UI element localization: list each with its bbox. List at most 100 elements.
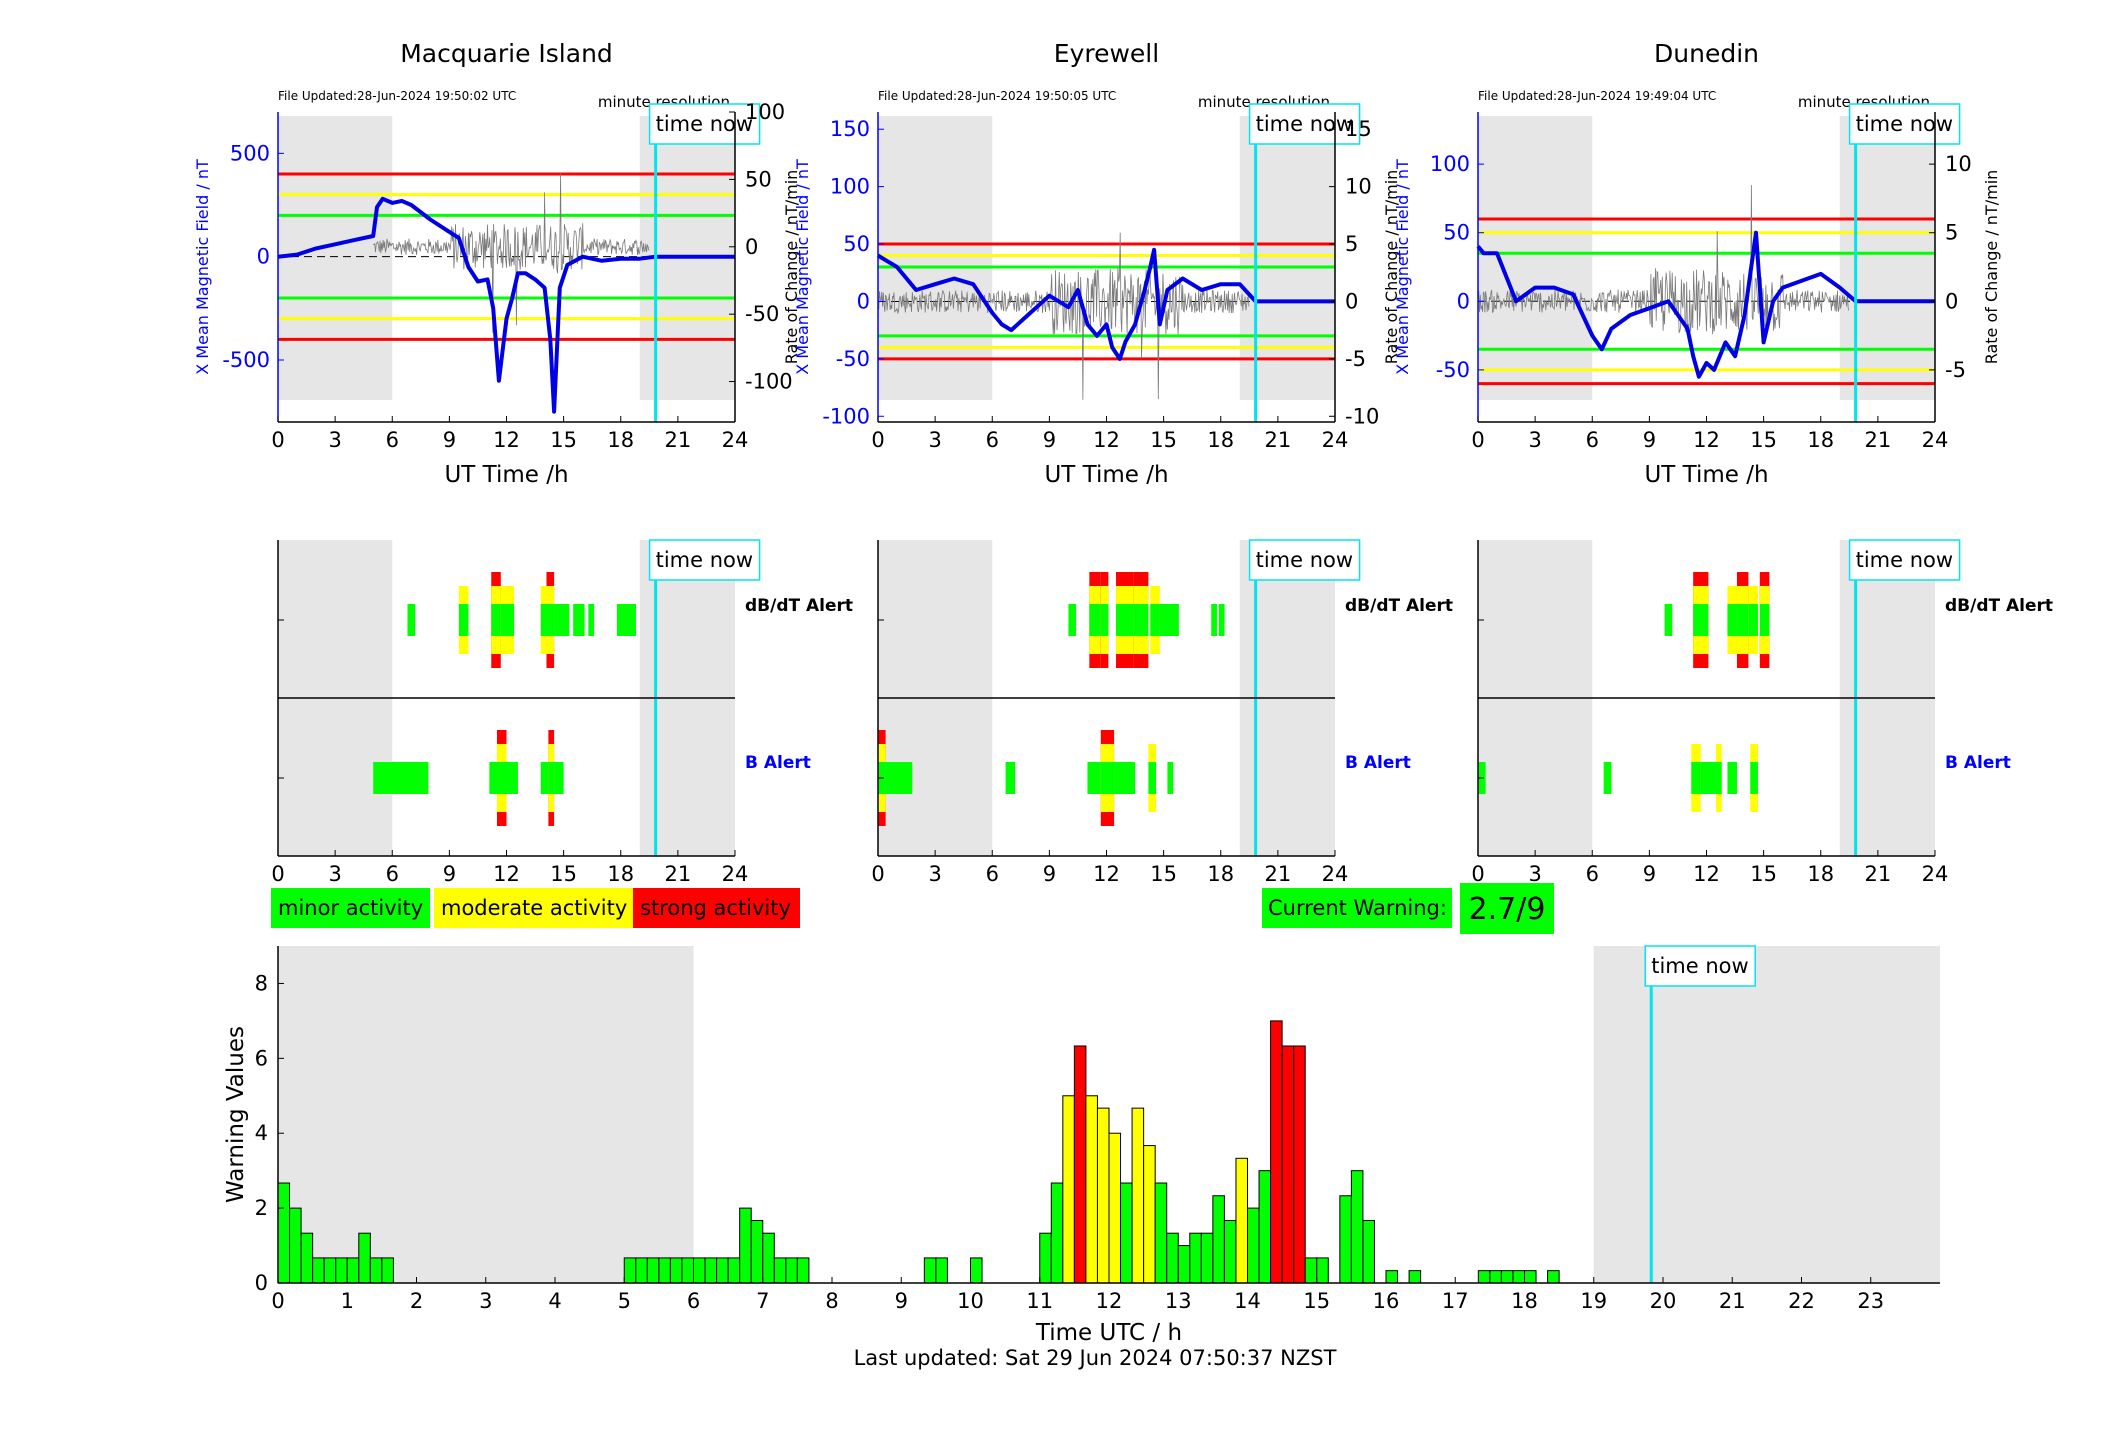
warning-bar <box>323 1257 337 1284</box>
right-y-tick-label: 15 <box>1345 117 1372 141</box>
x-tick-label: 21 <box>1865 862 1892 886</box>
time-now-box <box>1848 539 1961 581</box>
b-alert-block-green <box>1148 762 1157 794</box>
left-y-tick-label: 0 <box>1457 289 1470 313</box>
right-y-tick-label: 50 <box>745 167 772 191</box>
b-alert-block-green <box>885 762 913 794</box>
time-now-box <box>648 539 761 581</box>
b-alert-block-green <box>373 762 429 794</box>
night-shade <box>1593 946 1940 1283</box>
file-updated-text: File Updated:28-Jun-2024 19:49:04 UTC <box>1478 89 1716 103</box>
warning-bar <box>369 1257 383 1284</box>
file-updated-text: File Updated:28-Jun-2024 19:50:05 UTC <box>878 89 1116 103</box>
left-y-tick-label: -50 <box>1436 358 1470 382</box>
left-y-axis-title: X Mean Magnetic Field / nT <box>1393 159 1412 375</box>
x-tick-label: 15 <box>1750 862 1777 886</box>
x-tick-label: 17 <box>1442 1289 1469 1313</box>
left-y-tick-label: 50 <box>843 232 870 256</box>
legend-moderate-swatch <box>434 888 633 928</box>
warning-bar <box>646 1257 660 1284</box>
dbdt-alert-block-green <box>1759 604 1770 636</box>
warning-bar <box>658 1257 671 1284</box>
warning-bar <box>1489 1270 1502 1284</box>
legend-strong-label: strong activity <box>640 896 791 920</box>
warning-bar <box>346 1257 360 1284</box>
x-tick-label: 0 <box>1471 428 1484 452</box>
file-updated-text: File Updated:28-Jun-2024 19:50:02 UTC <box>278 89 516 103</box>
left-y-tick-label: -500 <box>222 348 270 372</box>
left-y-axis-title: X Mean Magnetic Field / nT <box>793 159 812 375</box>
x-tick-label: 21 <box>1265 428 1292 452</box>
x-tick-label: 18 <box>1207 862 1234 886</box>
x-tick-label: 24 <box>722 428 749 452</box>
last-updated: Last updated: Sat 29 Jun 2024 07:50:37 N… <box>854 1346 1337 1370</box>
night-shade <box>1478 116 1593 400</box>
station-title: Eyrewell <box>1054 39 1159 68</box>
b-alert-block-green <box>506 762 518 794</box>
time-now-label: time now <box>1256 112 1353 136</box>
warning-bar <box>1293 1045 1306 1284</box>
x-tick-label: 18 <box>1207 428 1234 452</box>
x-tick-label: 12 <box>1093 862 1120 886</box>
x-tick-label: 9 <box>443 862 456 886</box>
b-alert-block-green <box>548 762 555 794</box>
x-tick-label: 3 <box>1528 428 1541 452</box>
b-alert-block-green <box>1716 762 1722 794</box>
x-tick-label: 0 <box>271 428 284 452</box>
warning-bar <box>1246 1207 1260 1284</box>
magnetic-field-line <box>277 196 735 414</box>
warning-bar <box>1362 1219 1375 1284</box>
b-alert-label: B Alert <box>1345 753 1411 773</box>
night-shade <box>1839 116 1935 400</box>
x-tick-label: 24 <box>1322 428 1349 452</box>
right-y-axis-title: Rate of Change / nT/min <box>1982 170 2001 365</box>
b-alert-block-green <box>1727 762 1737 794</box>
left-y-tick-label: 0 <box>257 245 270 269</box>
y-tick-label: 4 <box>255 1121 268 1145</box>
right-y-tick-label: -50 <box>745 302 779 326</box>
time-now-label: time now <box>1651 954 1748 978</box>
night-shade <box>278 946 694 1283</box>
x-tick-label: 18 <box>1807 862 1834 886</box>
dbdt-alert-label: dB/dT Alert <box>1945 596 2053 616</box>
left-y-tick-label: 100 <box>1430 152 1470 176</box>
time-now-label: time now <box>1256 548 1353 572</box>
x-tick-label: 9 <box>1043 862 1056 886</box>
y-tick-label: 6 <box>255 1046 268 1070</box>
x-tick-label: 2 <box>410 1289 423 1313</box>
alert-panel-dunedin: time now 0 3 6 9 12 15 18 21 24 dB/dT Alert B Alert <box>1471 539 2053 886</box>
y-tick-label: 0 <box>255 1271 268 1295</box>
x-axis-title: UT Time /h <box>444 462 568 488</box>
warning-bar <box>785 1257 798 1284</box>
x-tick-label: 24 <box>1922 428 1949 452</box>
x-tick-label: 21 <box>1865 428 1892 452</box>
b-alert-block-green <box>1087 762 1101 794</box>
time-now-label: time now <box>1856 548 1953 572</box>
x-tick-label: 10 <box>957 1289 984 1313</box>
time-now-label: time now <box>656 112 753 136</box>
warning-bar <box>692 1257 706 1284</box>
left-y-tick-label: -100 <box>822 404 870 428</box>
left-y-tick-label: -50 <box>836 347 870 371</box>
x-tick-label: 7 <box>756 1289 769 1313</box>
warning-bar <box>300 1232 314 1284</box>
x-tick-label: 18 <box>1807 428 1834 452</box>
time-now-box <box>1248 539 1361 581</box>
dbdt-alert-block-green <box>546 604 555 636</box>
x-tick-label: 12 <box>1693 862 1720 886</box>
x-tick-label: 6 <box>1586 428 1599 452</box>
b-alert-block-green <box>1100 762 1115 794</box>
x-tick-label: 6 <box>986 862 999 886</box>
x-tick-label: 16 <box>1373 1289 1400 1313</box>
dbdt-alert-block-green <box>1736 604 1749 636</box>
current-warning-value: 2.7/9 <box>1469 892 1546 927</box>
warning-bar <box>1547 1270 1560 1284</box>
b-alert-block-green <box>1700 762 1717 794</box>
warning-bar <box>1062 1095 1075 1284</box>
x-tick-label: 22 <box>1788 1289 1815 1313</box>
x-tick-label: 15 <box>1303 1289 1330 1313</box>
dbdt-alert-block-green <box>1068 604 1077 636</box>
warning-bar <box>739 1207 752 1284</box>
x-tick-label: 23 <box>1857 1289 1884 1313</box>
